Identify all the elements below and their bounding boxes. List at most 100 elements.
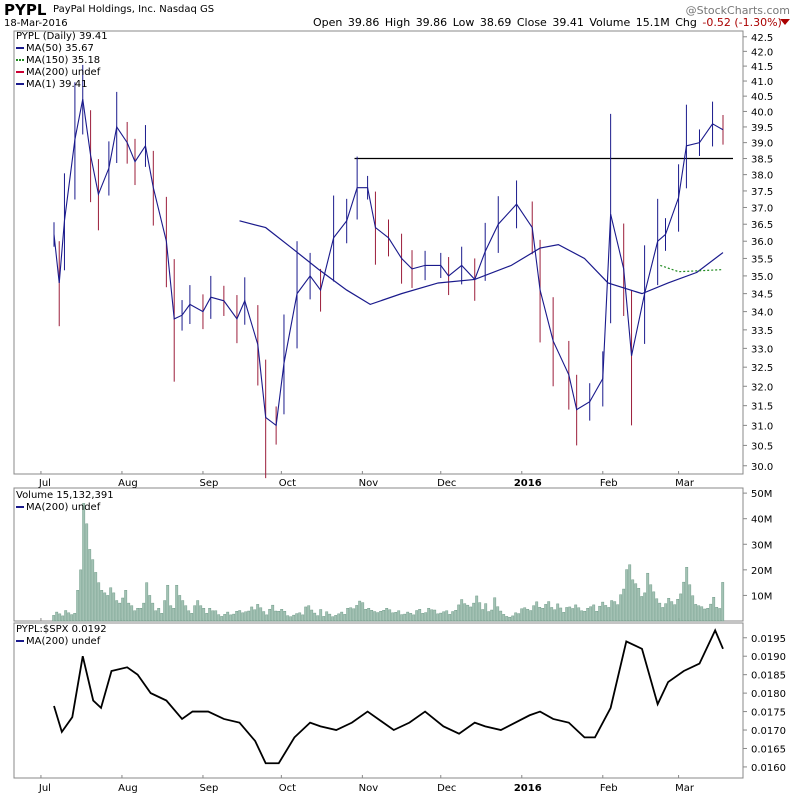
volume-bar: [274, 610, 278, 622]
volume-bar: [529, 610, 533, 622]
volume-bar: [556, 603, 560, 622]
legend-ma50: MA(50) 35.67: [16, 43, 108, 55]
volume-bar: [289, 616, 293, 622]
price-y-tick-label: 39.0: [751, 139, 773, 150]
ratio-y-tick-label: 0.0175: [751, 708, 786, 719]
volume-bar: [721, 582, 725, 622]
volume-bar: [508, 616, 512, 622]
volume-bar: [700, 606, 704, 622]
ratio-y-tick-label: 0.0160: [751, 763, 786, 774]
volume-bar: [577, 607, 581, 622]
price-y-tick-label: 32.5: [751, 363, 773, 374]
price-y-tick-label: 36.0: [751, 237, 773, 248]
legend-ma200-label: MA(200) undef: [26, 67, 101, 78]
volume-bar: [463, 603, 467, 622]
volume-bar: [286, 615, 290, 622]
volume-bar: [415, 610, 419, 622]
volume-bar: [532, 605, 536, 622]
volume-bar: [661, 607, 665, 622]
volume-bar: [316, 615, 320, 622]
volume-bar: [697, 605, 701, 622]
legend-ma200: MA(200) undef: [16, 67, 108, 79]
volume-bar: [325, 611, 329, 622]
legend-price-label: PYPL (Daily) 39.41: [16, 31, 108, 42]
volume-bar: [535, 601, 539, 622]
volume-bar: [673, 604, 677, 622]
volume-bar: [280, 609, 284, 622]
volume-bar: [538, 606, 542, 622]
volume-bar: [523, 607, 527, 622]
quote-bar: Open 39.86 High 39.86 Low 38.69 Close 39…: [313, 16, 784, 29]
ratio-y-tick-label: 0.0170: [751, 726, 786, 737]
close-value: 39.41: [552, 16, 584, 29]
price-y-tick-label: 30.5: [751, 441, 773, 452]
volume-bar: [460, 599, 464, 622]
ratio-panel-frame: [13, 622, 744, 779]
volume-bar: [250, 606, 254, 622]
volume-bar: [541, 608, 545, 622]
volume-bar: [601, 601, 605, 622]
volume-bar: [370, 610, 374, 622]
volume-bar: [457, 604, 461, 622]
volume-bar: [118, 602, 122, 622]
legend-ma1: MA(1) 39.41: [16, 79, 108, 91]
chg-value: -0.52 (-1.30%): [702, 16, 782, 29]
volume-bar: [79, 569, 83, 622]
volume-bar: [406, 611, 410, 622]
volume-bar: [358, 600, 362, 622]
volume-bar: [184, 605, 188, 622]
volume-bar: [256, 604, 260, 622]
volume-bar: [640, 596, 644, 622]
volume-bar: [235, 611, 239, 622]
price-y-tick-label: 36.5: [751, 220, 773, 231]
price-x-label: Dec: [437, 478, 456, 489]
volume-bar: [502, 614, 506, 622]
volume-bar: [112, 592, 116, 622]
price-y-tick-label: 30.0: [751, 462, 773, 473]
volume-bar: [61, 615, 65, 622]
volume-bar: [265, 614, 269, 622]
volume-bar: [361, 602, 365, 622]
volume-bar: [238, 610, 242, 622]
ratio-line: [53, 628, 724, 765]
volume-bar: [409, 613, 413, 622]
volume-bar: [376, 612, 380, 622]
volume-bar: [427, 608, 431, 622]
brand-label: @StockCharts.com: [685, 4, 790, 17]
price-y-tick-label: 42.5: [751, 33, 773, 44]
volume-bar: [622, 588, 626, 622]
volume-bar: [262, 611, 266, 622]
volume-bar: [298, 612, 302, 622]
volume-bar: [454, 610, 458, 622]
ma50-line: [239, 220, 724, 306]
low-label: Low: [452, 16, 475, 29]
volume-bar: [322, 616, 326, 622]
volume-bar: [481, 609, 485, 622]
volume-bar: [352, 608, 356, 622]
volume-bar: [583, 611, 587, 622]
volume-bar: [472, 602, 476, 622]
ma150-line: [660, 264, 724, 273]
volume-bar: [133, 610, 137, 622]
volume-bar: [688, 584, 692, 622]
volume-bar: [202, 608, 206, 622]
volume-bar: [55, 611, 59, 622]
volume-bar: [229, 614, 233, 622]
volume-bar: [691, 595, 695, 622]
price-panel-frame: [13, 30, 744, 475]
volume-bar: [403, 613, 407, 622]
volume-bar: [520, 608, 524, 622]
volume-bar: [373, 611, 377, 622]
ratio-y-tick-label: 0.0190: [751, 652, 786, 663]
legend-volume-label: Volume 15,132,391: [16, 490, 114, 501]
volume-bar: [367, 608, 371, 622]
volume-y-tick-label: 30M: [751, 540, 772, 551]
brand-watermark: @StockCharts.com: [686, 4, 790, 17]
price-x-label: Feb: [600, 478, 618, 489]
volume-bar: [694, 604, 698, 622]
volume-bar: [292, 614, 296, 622]
volume-bar: [109, 587, 113, 622]
volume-bar: [397, 610, 401, 622]
volume-bar: [52, 615, 56, 622]
volume-bar: [100, 590, 104, 622]
